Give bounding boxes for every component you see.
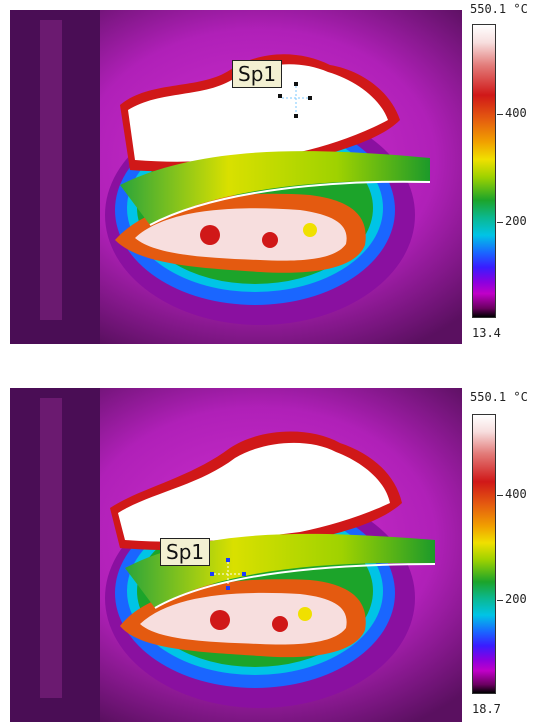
scale-max-value: 550.1 °C xyxy=(470,2,528,16)
scale-tick xyxy=(497,114,503,115)
spot-label[interactable]: Sp1 xyxy=(232,60,283,88)
scale-min-value: 18.7 xyxy=(472,702,501,716)
scale-tick-label: 400 xyxy=(505,487,527,501)
scale-tick-label: 400 xyxy=(505,106,527,120)
spot-label[interactable]: Sp1 xyxy=(160,538,211,566)
scale-tick xyxy=(497,600,503,601)
scale-max-value: 550.1 °C xyxy=(470,390,528,404)
color-scale-bar xyxy=(472,414,496,694)
thermal-scene-bottom xyxy=(10,388,462,722)
scale-tick xyxy=(497,222,503,223)
thermal-image-bottom: Sp1 xyxy=(10,388,462,722)
scale-tick-label: 200 xyxy=(505,214,527,228)
spot-marker-icon xyxy=(278,82,312,118)
thermal-image-top: Sp1 xyxy=(10,10,462,344)
scale-min-value: 13.4 xyxy=(472,326,501,340)
thermal-panel-top: Sp1 550.1 °C 400 200 13.4 xyxy=(0,0,556,350)
scale-tick-label: 200 xyxy=(505,592,527,606)
color-scale-bar xyxy=(472,24,496,318)
scale-tick xyxy=(497,495,503,496)
thermal-panel-bottom: Sp1 550.1 °C 400 200 18.7 xyxy=(0,378,556,728)
thermal-scene-top xyxy=(10,10,462,344)
spot-marker-icon xyxy=(210,558,246,590)
